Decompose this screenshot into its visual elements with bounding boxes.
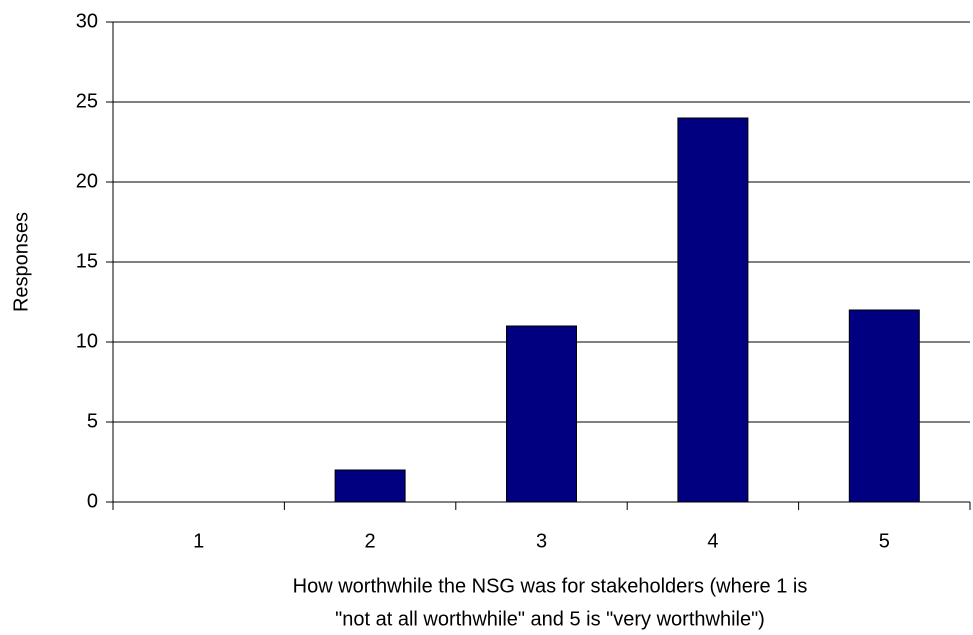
- x-tick-label: 5: [879, 530, 890, 552]
- y-tick-label: 25: [76, 90, 98, 112]
- y-tick-label: 15: [76, 250, 98, 272]
- bar: [848, 309, 920, 503]
- bar: [677, 117, 749, 503]
- y-axis-label: Responses: [10, 212, 32, 312]
- x-tick-label: 3: [536, 530, 547, 552]
- bar: [334, 469, 406, 503]
- x-axis-label: "not at all worthwhile" and 5 is "very w…: [335, 608, 765, 630]
- y-tick-label: 20: [76, 170, 98, 192]
- x-tick-label: 2: [365, 530, 376, 552]
- bar: [506, 325, 577, 503]
- x-tick-label: 1: [193, 530, 204, 552]
- y-tick-label: 5: [87, 410, 98, 432]
- x-tick-label: 4: [707, 530, 718, 552]
- y-tick-label: 10: [76, 330, 98, 352]
- x-axis-label: How worthwhile the NSG was for stakehold…: [293, 575, 808, 597]
- y-tick-label: 30: [76, 10, 98, 32]
- y-tick-label: 0: [87, 490, 98, 512]
